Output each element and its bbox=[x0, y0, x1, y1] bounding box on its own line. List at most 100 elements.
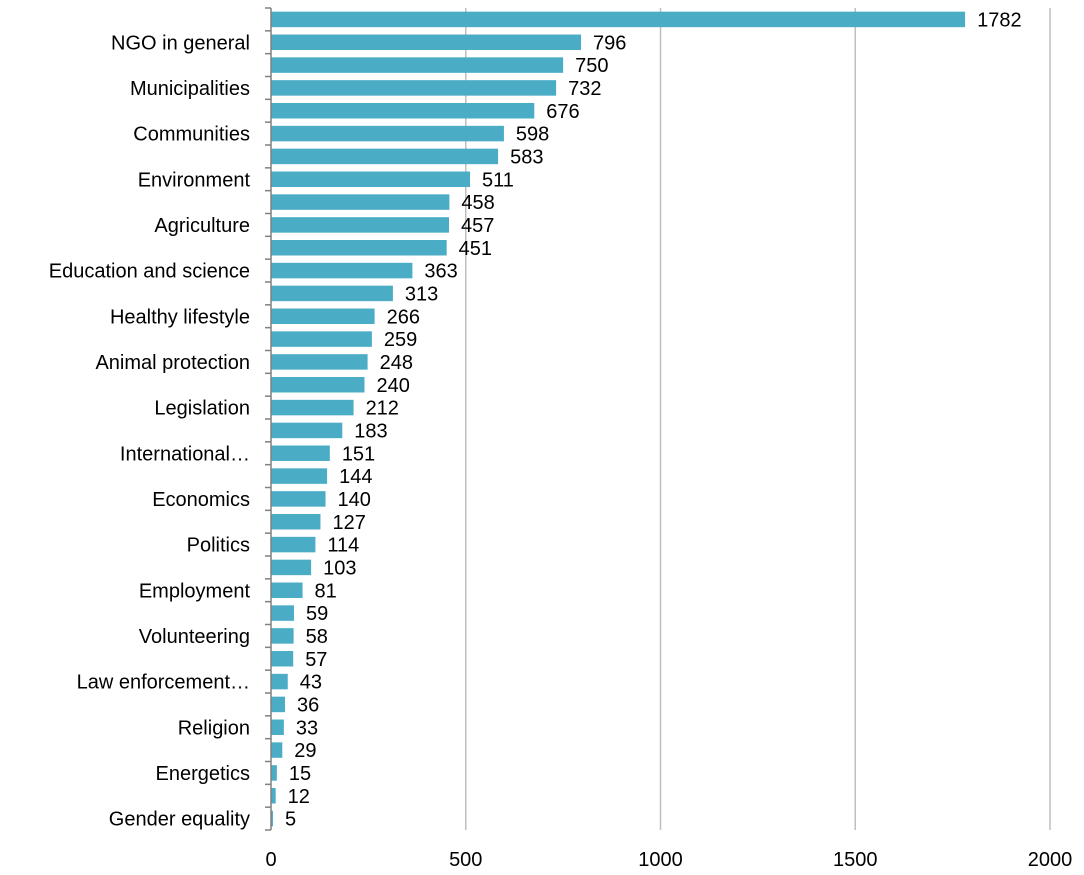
bar bbox=[271, 57, 564, 73]
bar bbox=[271, 582, 303, 598]
bar bbox=[271, 696, 286, 713]
bar bbox=[271, 217, 450, 233]
value-labels: 1782796750732676598583511458457451363313… bbox=[285, 9, 1022, 830]
bar bbox=[271, 125, 504, 142]
x-tick-labels: 0 500 1000 1500 2000 bbox=[265, 849, 1072, 871]
bar bbox=[271, 171, 471, 187]
bar bbox=[271, 354, 368, 370]
category-labels: NGO in general Municipalities Communities E… bbox=[49, 32, 251, 830]
bar bbox=[271, 742, 283, 758]
bar bbox=[271, 80, 557, 96]
category-label: Legislation bbox=[154, 398, 250, 420]
value-label: 212 bbox=[366, 398, 399, 420]
bar bbox=[271, 788, 276, 804]
value-label: 451 bbox=[459, 238, 492, 260]
category-label: Law enforcement… bbox=[77, 672, 250, 694]
category-label: NGO in general bbox=[111, 32, 250, 54]
value-label: 140 bbox=[338, 489, 371, 511]
category-label: Energetics bbox=[156, 763, 251, 785]
grid-lines bbox=[465, 8, 1051, 830]
bar bbox=[271, 605, 294, 621]
bar bbox=[271, 628, 294, 644]
category-label: Education and science bbox=[49, 261, 250, 283]
bar bbox=[271, 331, 372, 347]
value-label: 313 bbox=[405, 283, 438, 305]
value-label: 796 bbox=[593, 32, 626, 54]
x-tick-label: 1000 bbox=[638, 849, 683, 871]
bar bbox=[271, 308, 375, 324]
y-axis bbox=[265, 7, 272, 831]
category-label: Communities bbox=[133, 124, 250, 146]
bar bbox=[271, 422, 343, 439]
value-label: 144 bbox=[339, 466, 372, 488]
category-label: Environment bbox=[138, 169, 251, 191]
value-label: 511 bbox=[482, 169, 514, 191]
bar bbox=[271, 377, 365, 393]
bar bbox=[271, 34, 582, 50]
value-label: 583 bbox=[510, 146, 543, 168]
category-label: Agriculture bbox=[154, 215, 250, 237]
bar bbox=[271, 651, 294, 667]
category-label: Healthy lifestyle bbox=[110, 306, 250, 328]
bar bbox=[271, 536, 316, 553]
x-tick-label: 1500 bbox=[833, 849, 878, 871]
bar bbox=[271, 559, 312, 576]
value-label: 114 bbox=[327, 535, 359, 557]
value-label: 15 bbox=[289, 763, 311, 785]
value-label: 259 bbox=[384, 329, 417, 351]
value-label: 58 bbox=[306, 626, 328, 648]
category-label: Municipalities bbox=[130, 78, 250, 100]
bar bbox=[271, 445, 330, 461]
bars bbox=[271, 11, 966, 827]
value-label: 732 bbox=[568, 78, 601, 100]
value-label: 36 bbox=[297, 694, 319, 716]
value-label: 248 bbox=[380, 352, 413, 374]
value-label: 598 bbox=[516, 124, 549, 146]
value-label: 103 bbox=[323, 557, 356, 579]
bar bbox=[271, 148, 499, 165]
value-label: 12 bbox=[288, 786, 310, 808]
bar bbox=[271, 673, 288, 690]
x-tick-label: 2000 bbox=[1028, 849, 1073, 871]
bar bbox=[271, 468, 328, 484]
bar bbox=[271, 285, 393, 302]
value-label: 1782 bbox=[977, 9, 1022, 31]
value-label: 33 bbox=[296, 717, 318, 739]
category-label: Religion bbox=[178, 717, 250, 739]
value-label: 59 bbox=[306, 603, 328, 625]
bar bbox=[271, 103, 535, 119]
bar bbox=[271, 719, 284, 735]
value-label: 457 bbox=[461, 215, 494, 237]
value-label: 183 bbox=[354, 420, 387, 442]
bar bbox=[271, 399, 354, 416]
bar bbox=[271, 240, 447, 256]
category-label: Gender equality bbox=[109, 809, 250, 831]
value-label: 81 bbox=[315, 580, 337, 602]
category-label: Animal protection bbox=[95, 352, 250, 374]
bar bbox=[271, 194, 450, 210]
category-label: Employment bbox=[139, 580, 251, 602]
value-label: 363 bbox=[424, 261, 457, 283]
bar bbox=[271, 765, 277, 781]
value-label: 29 bbox=[294, 740, 316, 762]
value-label: 151 bbox=[342, 443, 375, 465]
value-label: 127 bbox=[332, 512, 365, 534]
value-label: 266 bbox=[387, 306, 420, 328]
x-tick-label: 500 bbox=[449, 849, 482, 871]
value-label: 750 bbox=[575, 55, 608, 77]
bar bbox=[271, 491, 326, 507]
bar bbox=[271, 11, 966, 28]
bar bbox=[271, 810, 273, 827]
value-label: 57 bbox=[305, 649, 327, 671]
value-label: 43 bbox=[300, 672, 322, 694]
value-label: 240 bbox=[376, 375, 409, 397]
value-label: 458 bbox=[461, 192, 494, 214]
category-label: International… bbox=[120, 443, 250, 465]
value-label: 5 bbox=[285, 809, 296, 831]
bar bbox=[271, 514, 321, 530]
value-label: 676 bbox=[546, 101, 579, 123]
bar bbox=[271, 262, 413, 279]
x-tick-label: 0 bbox=[265, 849, 276, 871]
category-label: Economics bbox=[152, 489, 250, 511]
